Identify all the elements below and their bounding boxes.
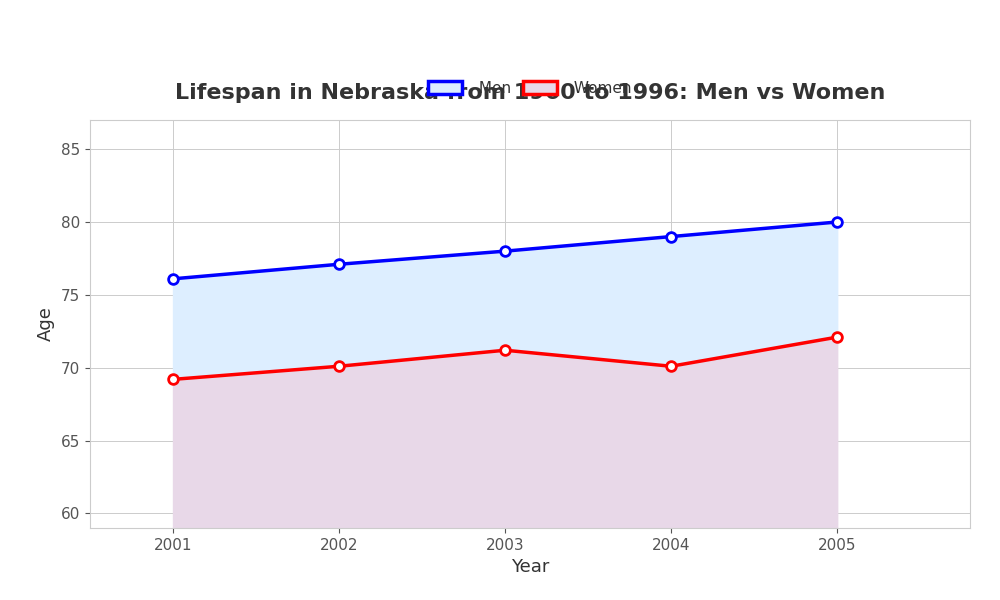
Legend:  Men,  Women: Men, Women bbox=[422, 74, 638, 102]
Y-axis label: Age: Age bbox=[37, 307, 55, 341]
X-axis label: Year: Year bbox=[511, 558, 549, 576]
Title: Lifespan in Nebraska from 1960 to 1996: Men vs Women: Lifespan in Nebraska from 1960 to 1996: … bbox=[175, 83, 885, 103]
